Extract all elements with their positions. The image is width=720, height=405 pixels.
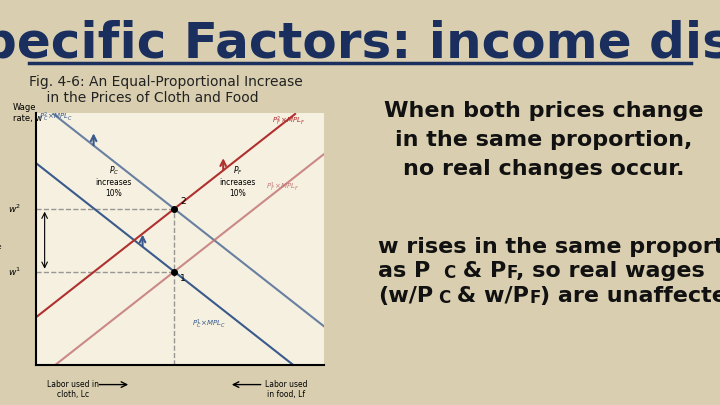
Text: $P_F^1\!\times\!MPL_F$: $P_F^1\!\times\!MPL_F$ — [266, 181, 300, 194]
Text: $P_C^2\!\times\!MPL_C$: $P_C^2\!\times\!MPL_C$ — [39, 111, 73, 124]
Text: Labor used in
cloth, Lc: Labor used in cloth, Lc — [48, 380, 99, 399]
Text: C: C — [438, 289, 451, 307]
Text: & P: & P — [455, 261, 506, 281]
Text: (w/P: (w/P — [378, 286, 433, 305]
Text: $P_C^1\!\times\!MPL_C$: $P_C^1\!\times\!MPL_C$ — [192, 318, 225, 331]
Text: $w^2$: $w^2$ — [9, 202, 22, 215]
Text: & w/P: & w/P — [449, 286, 528, 305]
Text: 1: 1 — [180, 274, 186, 283]
Text: $w^1$: $w^1$ — [9, 265, 22, 278]
Text: When both prices change
in the same proportion,
no real changes occur.: When both prices change in the same prop… — [384, 101, 703, 179]
Text: , so real wages: , so real wages — [516, 261, 705, 281]
Text: in the Prices of Cloth and Food: in the Prices of Cloth and Food — [29, 91, 258, 105]
Text: C: C — [444, 264, 456, 282]
Text: $P_C$
increases
10%: $P_C$ increases 10% — [96, 164, 132, 198]
Text: F: F — [530, 289, 541, 307]
Text: ) are unaffected.: ) are unaffected. — [540, 286, 720, 305]
Text: Fig. 4-6: An Equal-Proportional Increase: Fig. 4-6: An Equal-Proportional Increase — [29, 75, 302, 89]
Text: 10%
wage
increase: 10% wage increase — [0, 230, 1, 250]
Text: $P_F^2\!\times\!MPL_F$: $P_F^2\!\times\!MPL_F$ — [272, 115, 305, 128]
Text: F: F — [506, 264, 518, 282]
Text: Labor used
in food, Lf: Labor used in food, Lf — [265, 380, 308, 399]
Text: Wage
rate, w: Wage rate, w — [13, 103, 42, 123]
Text: as P: as P — [378, 261, 431, 281]
Text: $P_F$
increases
10%: $P_F$ increases 10% — [220, 164, 256, 198]
Text: Specific Factors: income dist.: Specific Factors: income dist. — [0, 20, 720, 68]
Text: 2: 2 — [180, 197, 186, 206]
Text: w rises in the same proportion: w rises in the same proportion — [378, 237, 720, 257]
